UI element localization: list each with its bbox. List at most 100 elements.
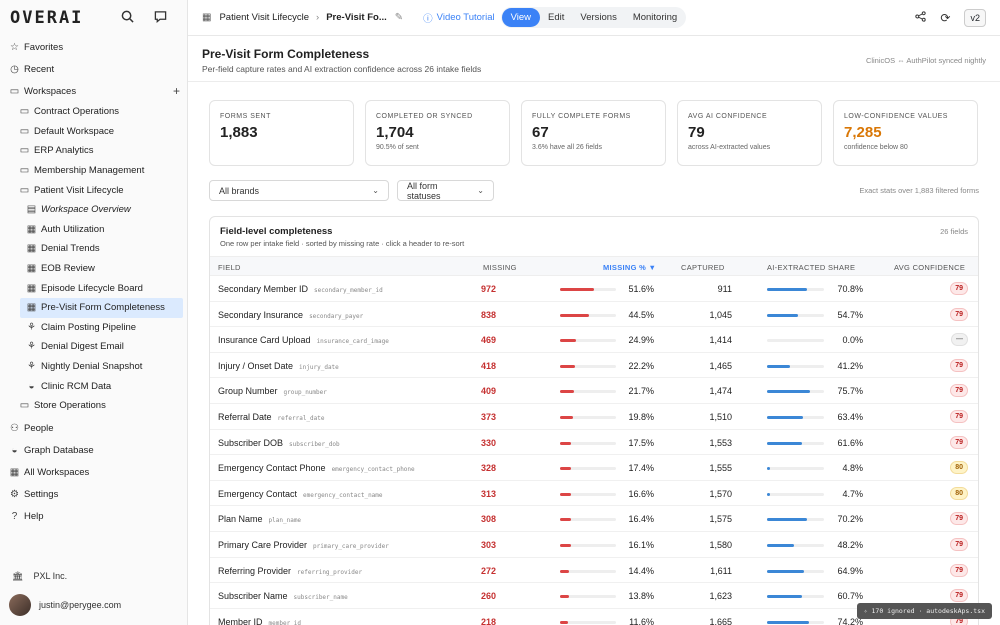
tab-edit[interactable]: Edit: [548, 12, 565, 23]
ai-share-pct: 4.8%: [842, 463, 863, 474]
missing-bar-fill: [560, 364, 575, 368]
header-field[interactable]: FIELD: [218, 263, 241, 272]
confidence-badge: 80: [950, 486, 968, 500]
sidebar-item-settings[interactable]: ⚙ Settings: [0, 484, 188, 506]
missing-bar-fill: [560, 518, 571, 522]
status-select[interactable]: All form statuses ⌄: [397, 180, 494, 201]
sidebar-child-item[interactable]: ◒ Clinic RCM Data: [0, 376, 188, 396]
workspace-item[interactable]: ▭ ERP Analytics: [0, 141, 188, 161]
search-icon[interactable]: [121, 10, 134, 26]
table-row[interactable]: Secondary Insurance secondary_payer 838 44.…: [210, 302, 978, 328]
table-row[interactable]: Primary Care Provider primary_care_provid…: [210, 532, 978, 558]
header-ai-share[interactable]: AI-EXTRACTED SHARE: [767, 263, 856, 272]
share-icon[interactable]: [915, 10, 927, 25]
add-workspace-icon[interactable]: +: [172, 84, 180, 98]
confidence-badge: 79: [950, 307, 968, 321]
sidebar-item-people[interactable]: ⚇ People: [0, 418, 188, 440]
tab-versions[interactable]: Versions: [580, 12, 617, 23]
brand-select-value: All brands: [219, 185, 260, 196]
sidebar-child-item[interactable]: ▦ EOB Review: [0, 259, 188, 279]
status-select-value: All form statuses: [407, 180, 441, 201]
field-label: Group Number: [218, 386, 278, 397]
table-row[interactable]: Referral Date referral_date 373 19.8% 1,510 6…: [210, 404, 978, 430]
sidebar-item-graph-database[interactable]: ◒ Graph Database: [0, 440, 188, 462]
field-key: referral_date: [277, 414, 325, 422]
workspace-label: Contract Operations: [34, 106, 120, 118]
sidebar-child-item[interactable]: ▤ Workspace Overview: [0, 200, 188, 220]
kpi-value: 67: [532, 124, 549, 141]
user-menu[interactable]: justin@perygee.com: [0, 591, 188, 619]
workspace-item[interactable]: ▭ Membership Management: [0, 161, 188, 181]
child-label: Pre-Visit Form Completeness: [41, 302, 165, 314]
sidebar-item-recent[interactable]: ◷ Recent: [0, 58, 188, 80]
brand-select[interactable]: All brands ⌄: [209, 180, 389, 201]
workspace-item[interactable]: ▭ Patient Visit Lifecycle: [0, 180, 188, 200]
field-name: Subscriber Name subscriber_name: [218, 591, 348, 601]
table-row[interactable]: Referring Provider referring_provider 272 1…: [210, 558, 978, 584]
table-row[interactable]: Subscriber Name subscriber_name 260 13.8% 1,…: [210, 583, 978, 609]
missing-count: 303: [480, 539, 496, 550]
table-row[interactable]: Subscriber DOB subscriber_dob 330 17.5% 1,55…: [210, 430, 978, 456]
table-row[interactable]: Insurance Card Upload insurance_card_imag…: [210, 327, 978, 353]
version-badge[interactable]: v2: [964, 8, 986, 27]
kpi-value: 79: [688, 124, 705, 141]
sidebar-item-workspaces[interactable]: ▭ Workspaces +: [0, 80, 188, 102]
org-switcher[interactable]: 🏛 PXL Inc.: [0, 565, 188, 587]
sidebar-child-item[interactable]: ▦ Denial Trends: [0, 239, 188, 259]
book-icon: ▤: [26, 204, 37, 216]
kpi-note: across AI-extracted values: [688, 144, 771, 151]
workspace-item[interactable]: ▭ Default Workspace: [0, 122, 188, 142]
pencil-icon[interactable]: ✎: [394, 12, 404, 23]
missing-bar-fill: [560, 339, 577, 343]
sidebar-child-item[interactable]: ⚘ Denial Digest Email: [0, 337, 188, 357]
ai-share-pct: 64.9%: [837, 565, 863, 576]
top-bar: ▦ Patient Visit Lifecycle › Pre-Visit Fo…: [188, 0, 1000, 36]
missing-bar: [560, 390, 616, 394]
sidebar-item-all-workspaces[interactable]: ▦ All Workspaces: [0, 462, 188, 484]
video-tutorial-link[interactable]: ⓘ Video Tutorial: [423, 11, 494, 25]
table-row[interactable]: Emergency Contact emergency_contact_name 3…: [210, 481, 978, 507]
missing-pct: 21.7%: [628, 386, 654, 397]
sidebar-child-item-active[interactable]: ▦ Pre-Visit Form Completeness: [20, 297, 183, 318]
captured-count: 1,553: [709, 437, 732, 448]
table-row[interactable]: Injury / Onset Date injury_date 418 22.2% 1,…: [210, 353, 978, 379]
table-row[interactable]: Group Number group_number 409 21.7% 1,474 75.…: [210, 378, 978, 404]
missing-pct: 17.5%: [628, 437, 654, 448]
chat-icon[interactable]: [154, 10, 167, 26]
missing-bar: [560, 620, 616, 624]
tab-view[interactable]: View: [501, 8, 541, 27]
workspace-item[interactable]: ▭ Store Operations: [0, 396, 188, 416]
missing-pct: 14.4%: [628, 565, 654, 576]
mode-tabs: View Edit Versions Monitoring: [500, 7, 687, 28]
sidebar-item-help[interactable]: ? Help: [0, 506, 188, 528]
ai-share-bar-fill: [767, 288, 808, 291]
tab-monitoring[interactable]: Monitoring: [632, 12, 678, 23]
sidebar-child-item[interactable]: ▦ Episode Lifecycle Board: [0, 278, 188, 298]
sidebar-child-item[interactable]: ⚘ Nightly Denial Snapshot: [0, 357, 188, 377]
child-label: Denial Digest Email: [41, 341, 124, 353]
sidebar-item-label: Favorites: [24, 41, 64, 53]
sidebar-child-item[interactable]: ⚘ Claim Posting Pipeline: [0, 318, 188, 338]
child-label: EOB Review: [41, 263, 95, 275]
app-logo[interactable]: OVERAI: [10, 8, 84, 28]
header-avg-confidence[interactable]: AVG CONFIDENCE: [894, 263, 966, 272]
captured-count: 1,465: [709, 360, 732, 371]
breadcrumb-current: Pre-Visit Fo...: [326, 12, 387, 23]
field-label: Referral Date: [218, 411, 272, 422]
field-name: Emergency Contact Phone emergency_contact…: [218, 463, 415, 473]
sidebar-item-label: Settings: [24, 489, 59, 500]
sidebar-item-favorites[interactable]: ☆ Favorites: [0, 36, 188, 58]
table-row[interactable]: Plan Name plan_name 308 16.4% 1,575 70.2% 79: [210, 506, 978, 532]
header-missing-pct[interactable]: MISSING % ▼: [603, 263, 657, 272]
filter-bar: All brands ⌄ All form statuses ⌄: [209, 180, 494, 201]
workspace-item[interactable]: ▭ Contract Operations: [0, 102, 188, 122]
table-row[interactable]: Secondary Member ID secondary_member_id 97…: [210, 276, 978, 302]
breadcrumb-parent[interactable]: Patient Visit Lifecycle: [219, 12, 310, 23]
table-row[interactable]: Member ID member_id 218 11.6% 1,665 74.2% 79: [210, 609, 978, 625]
table-row[interactable]: Emergency Contact Phone emergency_contact…: [210, 455, 978, 481]
sidebar-child-item[interactable]: ▦ Auth Utilization: [0, 220, 188, 240]
refresh-icon[interactable]: ⟳: [940, 10, 951, 25]
header-missing[interactable]: MISSING: [483, 263, 517, 272]
ai-share-pct: 74.2%: [837, 616, 863, 625]
header-captured[interactable]: CAPTURED: [681, 263, 725, 272]
